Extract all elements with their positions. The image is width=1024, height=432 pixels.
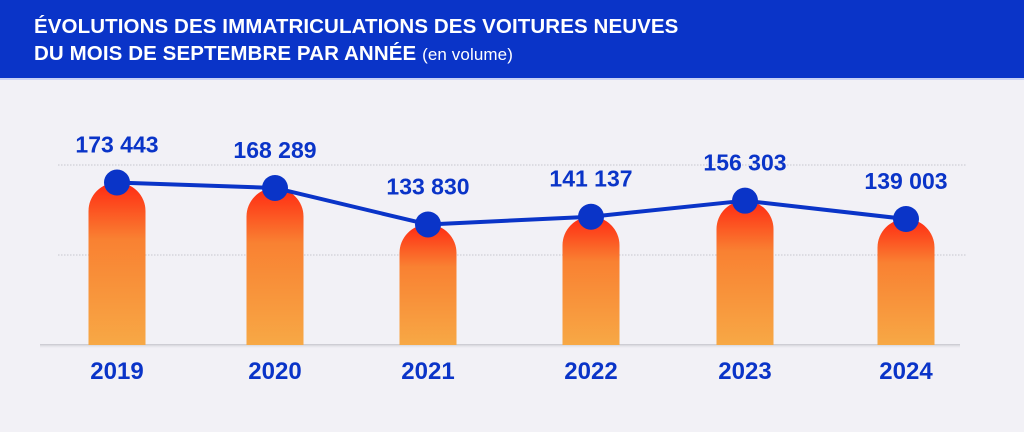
x-tick-label-2023: 2023 [718, 358, 771, 385]
marker-2023 [732, 187, 758, 214]
chart-title-line2: DU MOIS DE SEPTEMBRE PAR ANNÉE (en volum… [34, 40, 678, 68]
gridlines [58, 164, 966, 256]
x-axis-labels: 2019 2020 2021 2022 2023 2024 [90, 358, 933, 385]
x-tick-label-2019: 2019 [90, 358, 143, 385]
marker-2021 [415, 211, 441, 238]
bars [88, 182, 935, 345]
value-label-2020: 168 289 [233, 137, 316, 163]
chart-title-unit: (en volume) [422, 45, 513, 64]
value-label-2021: 133 830 [386, 173, 469, 199]
value-label-2023: 156 303 [703, 150, 786, 176]
x-tick-label-2022: 2022 [564, 358, 617, 385]
chart-title-line2-text: DU MOIS DE SEPTEMBRE PAR ANNÉE [34, 42, 417, 65]
value-label-2022: 141 137 [549, 166, 632, 192]
marker-2019 [104, 169, 130, 196]
bar-2021 [399, 224, 457, 345]
bar-2022 [562, 216, 620, 345]
value-label-2024: 139 003 [864, 168, 947, 194]
marker-2020 [262, 174, 288, 201]
marker-2022 [578, 203, 604, 230]
chart-title-line1: ÉVOLUTIONS DES IMMATRICULATIONS DES VOIT… [34, 15, 679, 38]
trend-line [116, 180, 907, 227]
baseline-shadow [40, 344, 960, 349]
value-label-2019: 173 443 [75, 132, 158, 158]
chart-header: ÉVOLUTIONS DES IMMATRICULATIONS DES VOIT… [0, 0, 1024, 80]
x-tick-label-2021: 2021 [401, 358, 454, 385]
bar-2020 [246, 187, 304, 345]
bar-2019 [88, 182, 146, 345]
bar-2024 [877, 218, 935, 345]
bar-2023 [716, 200, 774, 345]
x-tick-label-2024: 2024 [879, 358, 933, 385]
trend-markers [104, 169, 919, 238]
marker-2024 [893, 205, 919, 232]
x-tick-label-2020: 2020 [248, 358, 301, 385]
value-labels: 173 443 168 289 133 830 141 137 156 303 139 0… [75, 132, 947, 200]
chart-title: ÉVOLUTIONS DES IMMATRICULATIONS DES VOIT… [34, 13, 678, 68]
